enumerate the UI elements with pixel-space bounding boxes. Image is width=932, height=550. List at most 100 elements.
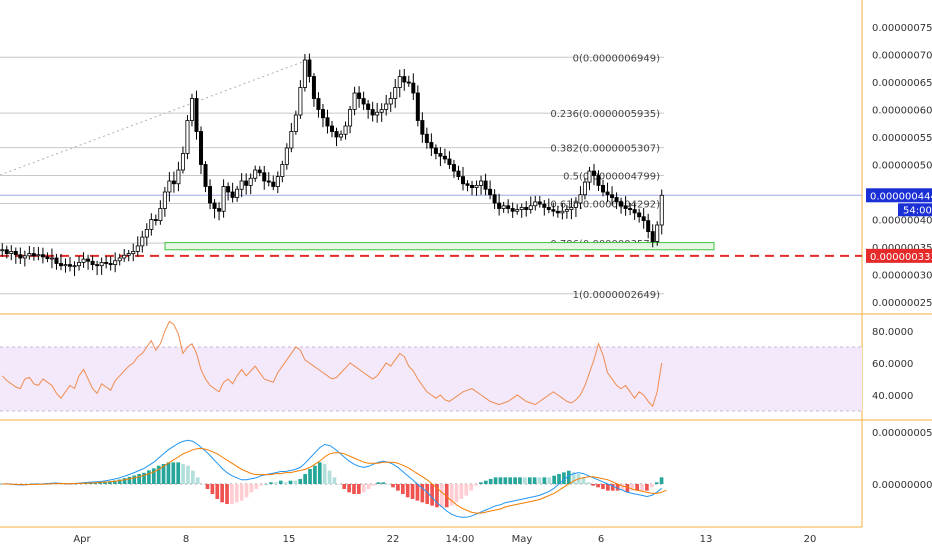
candle[interactable] (248, 173, 253, 195)
candle[interactable] (329, 120, 334, 138)
rsi-panel[interactable] (0, 320, 862, 412)
candle[interactable] (325, 109, 330, 134)
candle[interactable] (0, 243, 5, 257)
candle[interactable] (528, 196, 533, 214)
candle[interactable] (113, 252, 118, 273)
candle[interactable] (601, 179, 606, 197)
candle[interactable] (212, 199, 217, 219)
candle[interactable] (162, 186, 167, 217)
candle[interactable] (189, 93, 194, 127)
candle[interactable] (524, 201, 529, 217)
candle[interactable] (22, 250, 27, 267)
candle[interactable] (357, 86, 362, 108)
candle[interactable] (86, 254, 91, 270)
candle[interactable] (605, 182, 610, 203)
candle[interactable] (235, 185, 240, 202)
candle[interactable] (519, 203, 524, 218)
candle[interactable] (578, 186, 583, 210)
candle[interactable] (49, 248, 54, 269)
candle[interactable] (501, 201, 506, 213)
candle[interactable] (298, 80, 303, 119)
candle[interactable] (180, 146, 185, 174)
candle[interactable] (320, 103, 325, 128)
candle[interactable] (433, 144, 438, 160)
candle[interactable] (230, 182, 235, 203)
candle[interactable] (438, 147, 443, 167)
candle[interactable] (379, 103, 384, 122)
candle[interactable] (239, 173, 244, 198)
candle[interactable] (104, 255, 109, 269)
macd-line[interactable] (2, 439, 662, 518)
candle[interactable] (506, 199, 511, 214)
candle[interactable] (99, 257, 104, 275)
candle[interactable] (551, 202, 556, 217)
candle[interactable] (217, 202, 222, 221)
candle[interactable] (122, 248, 127, 262)
candle[interactable] (591, 163, 596, 186)
candle[interactable] (77, 256, 82, 271)
candle[interactable] (126, 249, 131, 262)
candle[interactable] (388, 91, 393, 112)
candle[interactable] (465, 180, 470, 192)
candle[interactable] (257, 166, 262, 177)
price-panel[interactable]: 0(0.0000006949) 0.236(0.0000005935) 0.382(… (0, 53, 862, 301)
candle[interactable] (406, 75, 411, 87)
candle[interactable] (596, 170, 601, 192)
candle[interactable] (244, 173, 249, 195)
candle[interactable] (555, 205, 560, 218)
candle[interactable] (194, 90, 199, 140)
candle[interactable] (36, 246, 41, 261)
candle[interactable] (542, 199, 547, 216)
candle[interactable] (442, 148, 447, 164)
candle[interactable] (293, 110, 298, 135)
candle[interactable] (573, 197, 578, 217)
candle[interactable] (483, 173, 488, 196)
candle[interactable] (560, 203, 565, 220)
candle[interactable] (226, 182, 231, 201)
candle[interactable] (54, 253, 59, 270)
candle[interactable] (185, 115, 190, 160)
candle[interactable] (289, 122, 294, 153)
candle[interactable] (637, 208, 642, 223)
candle[interactable] (402, 69, 407, 91)
candle[interactable] (582, 178, 587, 200)
candle[interactable] (533, 195, 538, 211)
candle[interactable] (68, 256, 73, 272)
candle[interactable] (641, 207, 646, 229)
candle[interactable] (474, 180, 479, 196)
candle[interactable] (352, 86, 357, 116)
candle[interactable] (280, 160, 285, 183)
candle[interactable] (9, 245, 14, 261)
candle[interactable] (628, 202, 633, 216)
candle[interactable] (27, 245, 32, 260)
candle[interactable] (95, 260, 100, 276)
candle[interactable] (415, 85, 420, 127)
candle[interactable] (488, 180, 493, 200)
candle[interactable] (537, 196, 542, 208)
candle[interactable] (131, 243, 136, 262)
candle[interactable] (429, 133, 434, 157)
candle[interactable] (171, 171, 176, 193)
candle[interactable] (18, 247, 23, 265)
candle[interactable] (619, 197, 624, 214)
candle[interactable] (316, 92, 321, 118)
candle[interactable] (370, 101, 375, 122)
candle[interactable] (266, 172, 271, 187)
candle[interactable] (479, 175, 484, 195)
candle[interactable] (140, 230, 145, 253)
candle[interactable] (149, 213, 154, 236)
candle[interactable] (515, 204, 520, 215)
macd-signal-line[interactable] (2, 448, 667, 514)
candle[interactable] (659, 189, 664, 235)
candle[interactable] (492, 189, 497, 210)
candle[interactable] (108, 256, 113, 271)
candle[interactable] (655, 221, 660, 246)
candle[interactable] (632, 202, 637, 220)
candle[interactable] (375, 102, 380, 123)
rsi-line[interactable] (1, 320, 663, 408)
candle[interactable] (393, 79, 398, 108)
macd-panel[interactable] (0, 439, 667, 518)
candle[interactable] (610, 186, 615, 206)
candle[interactable] (339, 130, 344, 141)
